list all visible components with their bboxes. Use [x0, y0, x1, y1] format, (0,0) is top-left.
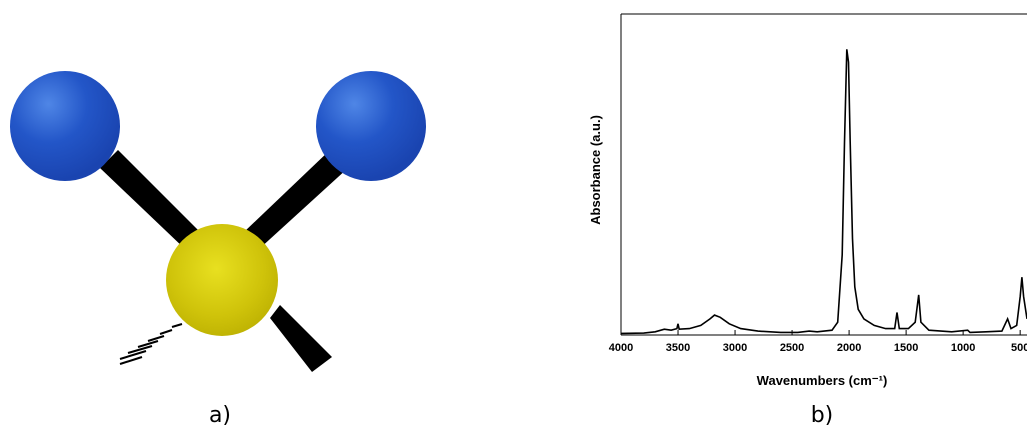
x-tick-label: 3500 [666, 342, 690, 354]
x-tick-label: 2000 [837, 342, 861, 354]
x-tick-label: 500 [1011, 342, 1027, 354]
panel-label: b) [811, 403, 834, 428]
panel-label: a) [209, 403, 231, 428]
spectrum-line [621, 49, 1027, 333]
figure: a) b) Wavenumbers (cm⁻¹) Absorbance (a.u… [0, 0, 1027, 432]
y-axis-label: Absorbance (a.u.) [588, 115, 603, 225]
spectrum-chart: Wavenumbers (cm⁻¹) Absorbance (a.u.) 400… [588, 14, 1027, 388]
x-tick-label: 1000 [951, 342, 975, 354]
x-tick-label: 3000 [723, 342, 747, 354]
yellow-atom [166, 224, 278, 336]
bond [100, 150, 200, 250]
x-tick-label: 4000 [609, 342, 633, 354]
wedge-bond [270, 305, 332, 372]
x-axis-label: Wavenumbers (cm⁻¹) [757, 373, 888, 388]
x-tick-label: 2500 [780, 342, 804, 354]
molecule [10, 71, 426, 372]
x-tick-label: 1500 [894, 342, 918, 354]
blue-atom [316, 71, 426, 181]
hashed-bond [120, 324, 182, 364]
page: a) b) Wavenumbers (cm⁻¹) Absorbance (a.u… [0, 0, 1027, 432]
blue-atom [10, 71, 120, 181]
